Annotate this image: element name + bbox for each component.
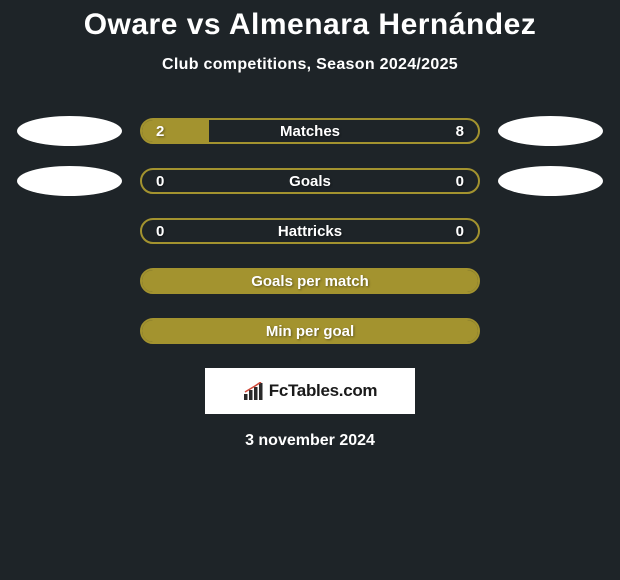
ellipse-placeholder [498,316,603,346]
ellipse-placeholder [498,266,603,296]
stat-bar: 0 Goals 0 [140,168,480,194]
stat-right-value: 0 [456,173,464,190]
stat-row: Min per goal [0,316,620,346]
page-title: Oware vs Almenara Hernández [0,8,620,42]
ellipse-placeholder [17,216,122,246]
right-indicator-ellipse [498,166,603,196]
bar-fill [142,120,209,142]
ellipse-placeholder [17,266,122,296]
logo-text: FcTables.com [269,381,378,401]
stat-label: Hattricks [278,223,342,240]
comparison-card: Oware vs Almenara Hernández Club competi… [0,0,620,450]
subtitle: Club competitions, Season 2024/2025 [0,56,620,74]
stat-left-value: 2 [156,123,164,140]
stat-label: Goals per match [251,273,369,290]
branding-logo: FcTables.com [205,368,415,414]
right-indicator-ellipse [498,116,603,146]
stat-row: 0 Hattricks 0 [0,216,620,246]
stats-list: 2 Matches 8 0 Goals 0 0 Hattricks 0 Goals per mat… [0,116,620,346]
stat-row: 2 Matches 8 [0,116,620,146]
stat-right-value: 0 [456,223,464,240]
stat-row: Goals per match [0,266,620,296]
stat-left-value: 0 [156,223,164,240]
stat-bar: 2 Matches 8 [140,118,480,144]
stat-label: Matches [280,123,340,140]
ellipse-placeholder [498,216,603,246]
stat-row: 0 Goals 0 [0,166,620,196]
left-indicator-ellipse [17,166,122,196]
stat-right-value: 8 [456,123,464,140]
stat-bar: Min per goal [140,318,480,344]
ellipse-placeholder [17,316,122,346]
date-label: 3 november 2024 [0,432,620,450]
stat-bar: 0 Hattricks 0 [140,218,480,244]
left-indicator-ellipse [17,116,122,146]
chart-icon [243,382,265,400]
stat-label: Min per goal [266,323,354,340]
stat-left-value: 0 [156,173,164,190]
stat-bar: Goals per match [140,268,480,294]
stat-label: Goals [289,173,331,190]
